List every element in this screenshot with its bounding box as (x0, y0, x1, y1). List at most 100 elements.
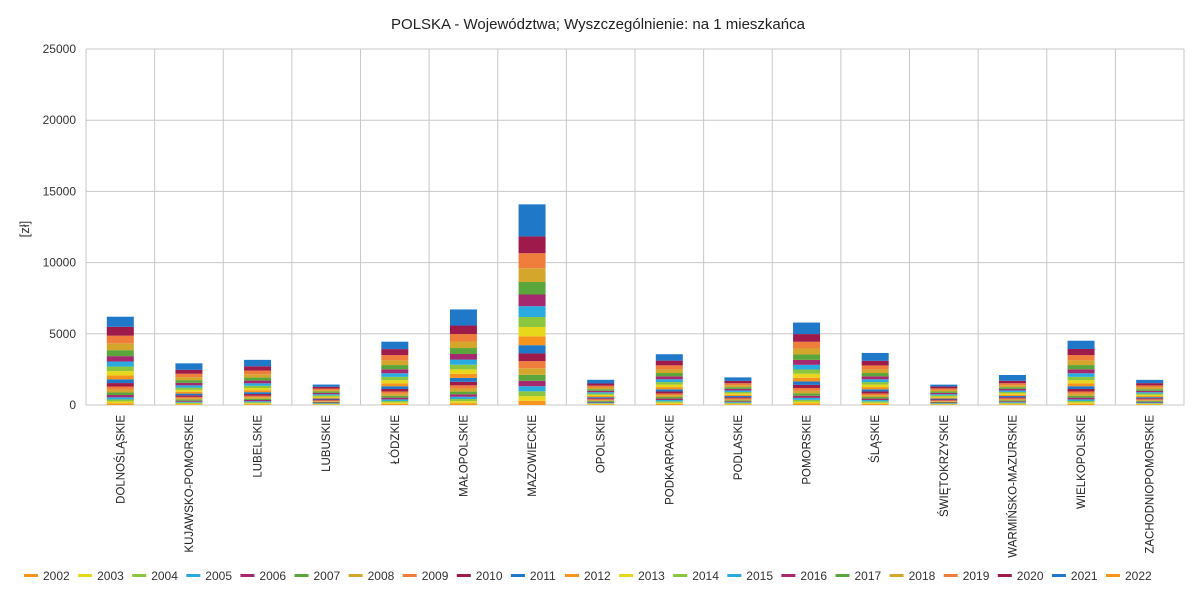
bar-segment (587, 392, 615, 394)
bar-segment (449, 401, 477, 404)
bar-segment (518, 306, 546, 317)
bar-segment (587, 399, 615, 401)
bar-segment (587, 393, 615, 395)
bar-stack (655, 354, 683, 405)
bar-segment (244, 401, 272, 403)
x-category-label: KUJAWSKO-POMORSKIE (184, 415, 196, 553)
bar-segment (518, 400, 546, 405)
bar-segment (655, 397, 683, 399)
bar-segment (1136, 403, 1164, 404)
bar-segment (861, 384, 889, 388)
bar-segment (1067, 376, 1095, 381)
bar-segment (244, 370, 272, 375)
bar-segment (312, 395, 340, 397)
bar-segment (998, 402, 1026, 403)
bar-segment (518, 353, 546, 362)
bar-segment (1136, 385, 1164, 388)
bar-segment (449, 369, 477, 374)
bar-segment (1067, 393, 1095, 396)
bar-segment (587, 398, 615, 400)
legend-swatch (186, 574, 201, 577)
bar-segment (106, 326, 134, 336)
bar-segment (1136, 404, 1164, 405)
bar-segment (587, 383, 615, 386)
bar-segment (793, 387, 821, 391)
bar-segment (106, 366, 134, 372)
x-category-label: WIELKOPOLSKIE (1076, 415, 1088, 509)
bar-segment (793, 364, 821, 370)
bar-segment (793, 381, 821, 385)
bar-segment (244, 397, 272, 399)
legend-label: 2010 (476, 569, 503, 583)
bar-segment (244, 404, 272, 405)
bar-segment (1067, 383, 1095, 387)
legend-item: 2007 (294, 569, 341, 583)
legend-swatch (132, 574, 147, 577)
bar-segment (175, 391, 203, 394)
bar-segment (312, 403, 340, 405)
legend-swatch (889, 574, 904, 577)
bar-segment (518, 236, 546, 254)
bar-segment (861, 402, 889, 404)
bar-segment (312, 391, 340, 393)
bar-segment (175, 369, 203, 374)
bar-segment (1136, 389, 1164, 391)
legend-label: 2017 (855, 569, 882, 583)
bar-segment (998, 404, 1026, 405)
bar-segment (655, 393, 683, 396)
bar-segment (244, 394, 272, 396)
bar-segment (244, 400, 272, 402)
bar-segment (1067, 403, 1095, 405)
bar-segment (1067, 399, 1095, 401)
bar-segment (312, 388, 340, 391)
bar-segment (861, 360, 889, 366)
y-axis-label: [zł] (17, 221, 32, 238)
bar-segment (724, 397, 752, 399)
legend-label: 2019 (963, 569, 990, 583)
bar-segment (724, 380, 752, 384)
bar-segment (312, 401, 340, 402)
bar-segment (930, 400, 958, 402)
bar-segment (587, 385, 615, 388)
bar-segment (449, 394, 477, 397)
y-tick-label: 0 (69, 398, 76, 412)
bar-segment (381, 400, 409, 403)
bar-segment (106, 379, 134, 384)
x-category-label: WARMIŃSKO-MAZURSKIE (1006, 415, 1019, 558)
bar-segment (381, 369, 409, 374)
bar-segment (998, 387, 1026, 389)
bar-segment (175, 403, 203, 405)
bar-segment (106, 397, 134, 400)
x-category-label: MAZOWIECKIE (527, 415, 539, 497)
bar-segment (930, 390, 958, 392)
legend-swatch (348, 574, 363, 577)
bar-segment (449, 388, 477, 392)
bar-segment (861, 352, 889, 361)
bar-segment (861, 401, 889, 403)
bar-segment (1067, 373, 1095, 377)
bar-segment (518, 294, 546, 307)
legend-item: 2004 (132, 569, 178, 583)
legend-label: 2020 (1017, 569, 1044, 583)
legend-swatch (1051, 574, 1066, 577)
legend-label: 2011 (530, 569, 556, 583)
bar-segment (724, 403, 752, 405)
bar-segment (998, 397, 1026, 399)
bar-segment (449, 348, 477, 355)
bar-segment (106, 350, 134, 357)
bar-segment (861, 391, 889, 394)
bar-segment (587, 389, 615, 391)
legend-swatch (997, 574, 1012, 577)
bar-segment (312, 399, 340, 401)
bar-segment (655, 387, 683, 390)
bar-segment (655, 376, 683, 380)
legend-item: 2020 (997, 569, 1044, 583)
bar-segment (724, 383, 752, 386)
bar-segment (244, 402, 272, 404)
bar-segment (175, 380, 203, 383)
bar-segment (930, 398, 958, 400)
bar-segment (861, 400, 889, 402)
bar-segment (449, 341, 477, 349)
bar-segment (175, 400, 203, 402)
legend-label: 2021 (1071, 569, 1098, 583)
